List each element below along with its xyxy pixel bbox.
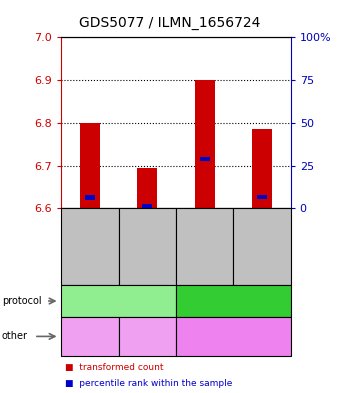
Bar [85,195,95,200]
Text: protocol: protocol [2,296,41,306]
Text: GSM1071457: GSM1071457 [85,216,95,277]
Bar [200,157,210,161]
Text: non-targetting
shRNA: non-targetting shRNA [203,327,264,346]
Text: ■  transformed count: ■ transformed count [65,363,163,372]
Text: GSM1071456: GSM1071456 [143,216,152,277]
Bar [137,168,157,208]
Bar [257,195,267,199]
Text: ■  percentile rank within the sample: ■ percentile rank within the sample [65,379,232,388]
Text: GDS5077 / ILMN_1656724: GDS5077 / ILMN_1656724 [79,16,261,30]
Text: shRNA for
first exon
of TMEM88: shRNA for first exon of TMEM88 [70,327,110,346]
Text: control: control [217,296,250,306]
Bar [194,80,215,208]
Text: TMEM88 depletion: TMEM88 depletion [73,296,164,306]
Bar [80,123,100,208]
Text: shRNA for
3'UTR of
TMEM88: shRNA for 3'UTR of TMEM88 [129,327,165,346]
Text: GSM1071455: GSM1071455 [257,216,267,277]
Bar [252,129,272,208]
Text: other: other [2,331,28,342]
Text: GSM1071454: GSM1071454 [200,217,209,277]
Bar [142,204,152,208]
